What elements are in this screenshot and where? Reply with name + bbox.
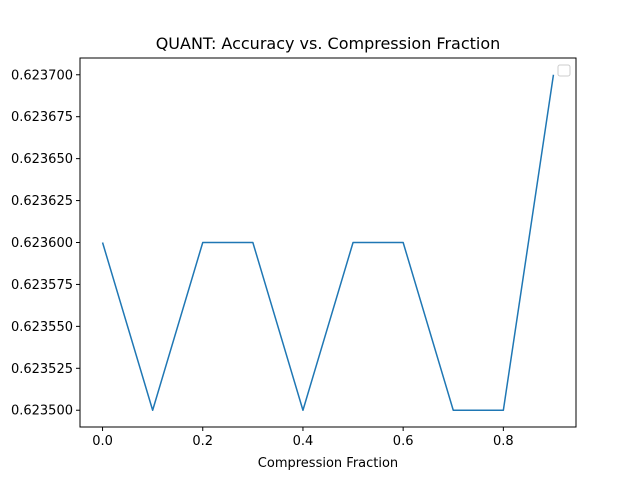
y-tick-label: 0.623625 (11, 194, 73, 209)
plot-area-frame (79, 57, 577, 428)
y-tick-label: 0.623500 (11, 404, 73, 419)
x-tick-label: 0.6 (393, 434, 414, 449)
axis-ticks: 0.0 0.2 0.4 0.6 0.8 0.623500 0.623525 0.623550 0… (11, 68, 514, 449)
x-tick-label: 0.8 (493, 434, 514, 449)
chart-title: QUANT: Accuracy vs. Compression Fraction (156, 34, 501, 53)
series-layer (101, 74, 555, 411)
y-tick-label: 0.623575 (11, 278, 73, 293)
y-tick-label: 0.623650 (11, 152, 73, 167)
y-tick-label: 0.623600 (11, 236, 73, 251)
x-axis-label: Compression Fraction (258, 456, 398, 471)
x-tick-label: 0.0 (92, 434, 113, 449)
x-tick-label: 0.4 (293, 434, 314, 449)
y-tick-label: 0.623525 (11, 362, 73, 377)
y-tick-label: 0.623675 (11, 110, 73, 125)
series-line (101, 74, 555, 411)
x-tick-label: 0.2 (192, 434, 213, 449)
y-tick-label: 0.623550 (11, 320, 73, 335)
y-tick-label: 0.623700 (11, 68, 73, 83)
legend-box (557, 64, 571, 77)
